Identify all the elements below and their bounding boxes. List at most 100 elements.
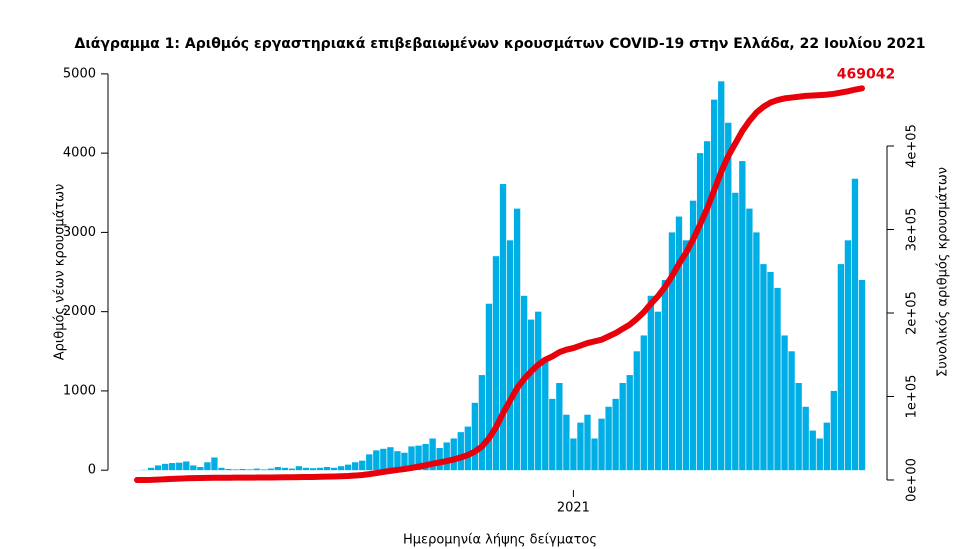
bar [577,422,584,471]
bar [823,422,830,471]
x-axis-title: Ημερομηνία λήψης δείγματος [403,533,597,548]
bar [309,468,317,471]
bar [795,382,802,471]
bar [147,467,155,471]
bar [647,295,655,471]
bar [513,208,521,471]
bar [563,414,570,471]
bar [190,465,197,471]
bar [295,466,303,471]
bar [703,141,711,471]
bar [366,454,373,471]
y2-tick-label: 2e+05 [905,291,920,335]
bar [689,200,697,471]
y-tick-label: 1000 [63,383,96,398]
bar [584,414,591,471]
bar [211,457,218,471]
bar [443,442,450,471]
bar [661,279,669,471]
bar [337,466,345,471]
bar [373,450,380,471]
bar [316,467,324,471]
bar [288,468,296,471]
bar [281,467,288,471]
bar [218,467,225,471]
bar [556,382,563,471]
chart-title: Διάγραμμα 1: Αριθμός εργαστηριακά επιβεβ… [74,36,925,52]
bar [154,465,162,471]
bar [232,469,239,471]
bar [394,451,401,471]
bar [696,153,704,471]
y-tick-label: 5000 [63,66,96,81]
bar [380,448,387,471]
bar [591,438,598,471]
bar [788,351,795,471]
bar [725,122,732,471]
bar [197,467,204,471]
y-axis-title: Αριθμός νέων κρουσμάτων [53,184,68,361]
y2-tick-label: 0e+00 [905,458,920,502]
bar [464,426,471,471]
bar [837,264,845,471]
bar [711,99,718,471]
bar [183,461,190,471]
bar [851,178,859,471]
bar [492,256,500,471]
bar [802,406,809,471]
bar [767,272,774,471]
bar [499,184,507,471]
bar [739,161,746,471]
bar [612,398,619,471]
bar [450,438,457,471]
bar [528,319,535,471]
bar [408,446,415,471]
bar [436,447,443,471]
y-tick-label: 0 [88,463,96,478]
bar [760,264,767,471]
bar [415,445,422,471]
bar [387,447,394,471]
bar [535,311,542,471]
bar [633,351,640,471]
bar [809,430,816,471]
bar [169,463,176,471]
bar [753,232,760,471]
bar [429,438,436,471]
bar [274,467,281,471]
bar [422,444,429,471]
bar [359,460,366,471]
bar [401,452,408,471]
bar [485,303,493,471]
bar [344,464,352,471]
y2-tick-label: 4e+05 [905,124,920,168]
bar [781,335,788,471]
end-value-label: 469042 [837,66,895,82]
bar [858,279,866,471]
bar [330,467,338,471]
bar [478,375,486,471]
bar [598,418,605,471]
bar [323,467,331,471]
bar [204,462,211,471]
cumulative-line [134,85,865,483]
bar [302,467,310,471]
bar [246,469,253,471]
bar [253,468,260,471]
bar [816,438,823,471]
bar [844,240,852,471]
y-tick-label: 2000 [63,304,96,319]
bar [668,232,676,471]
bar [640,335,647,471]
bar [619,382,626,471]
bar [260,469,267,471]
y2-tick-label: 1e+05 [905,375,920,419]
bar [225,468,232,471]
y2-axis-title: Συνολικός αριθμός κρουσμάτων [936,167,951,377]
bar [176,462,183,471]
bar [471,402,479,471]
bar [161,463,169,471]
bar [654,311,662,471]
bar [239,468,246,471]
